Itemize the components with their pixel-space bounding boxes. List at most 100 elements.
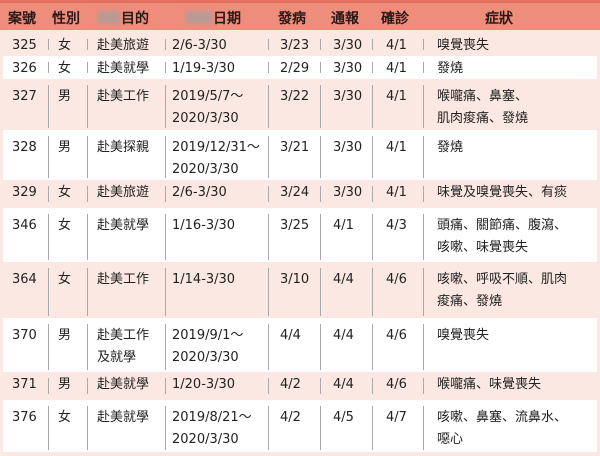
cell-reported: 4/4 [333, 377, 354, 392]
cell-sex: 男 [58, 140, 72, 155]
column-divider [48, 136, 49, 178]
column-divider [423, 85, 424, 128]
column-divider [423, 324, 424, 370]
column-divider [165, 186, 166, 202]
cell-case: 370 [12, 328, 37, 343]
column-divider [423, 268, 424, 316]
column-divider [423, 39, 424, 50]
cell-reported: 3/30 [333, 38, 363, 53]
column-divider [372, 136, 373, 178]
cell-reported: 3/30 [333, 185, 363, 200]
column-divider [372, 214, 373, 260]
cell-onset: 4/4 [280, 328, 301, 343]
column-divider [320, 39, 321, 50]
column-divider [372, 186, 373, 202]
column-divider [268, 85, 269, 128]
cell-confirmed: 4/7 [386, 410, 407, 425]
header-sex: 性別 [52, 11, 80, 27]
cell-onset: 2/29 [280, 61, 310, 76]
cell-purpose: 赴美旅遊 [97, 38, 150, 53]
column-divider [268, 39, 269, 50]
header-symptoms: 症狀 [485, 11, 513, 27]
column-divider [268, 62, 269, 73]
cell-reported: 3/30 [333, 140, 363, 155]
cell-purpose: 赴美工作 [97, 89, 150, 104]
cell-reported: 4/4 [333, 272, 354, 287]
header-dates-label: 日期 [213, 11, 241, 27]
column-divider [423, 214, 424, 260]
column-divider [87, 186, 88, 202]
column-divider [87, 39, 88, 50]
column-divider [372, 324, 373, 370]
header-onset: 發病 [278, 11, 306, 27]
cell-confirmed: 4/6 [386, 328, 407, 343]
column-divider [320, 62, 321, 73]
cell-symptoms: 嗅覺喪失 [437, 328, 490, 343]
column-divider [165, 39, 166, 50]
column-divider [165, 85, 166, 128]
cell-confirmed: 4/1 [386, 38, 407, 53]
cell-confirmed: 4/1 [386, 89, 407, 104]
column-divider [268, 214, 269, 260]
cell-sex: 男 [58, 328, 72, 343]
header-reported: 通報 [331, 11, 359, 27]
cell-symptoms: 發燒 [437, 140, 464, 155]
column-divider [423, 62, 424, 73]
table-row: 328 男 赴美探親 2019/12/31～ 2020/3/30 3/21 3/30 4/1… [3, 130, 597, 180]
column-divider [423, 406, 424, 450]
cell-sex: 男 [58, 89, 72, 104]
cell-onset: 4/2 [280, 377, 301, 392]
cell-sex: 女 [58, 38, 72, 53]
redacted-blur [98, 11, 120, 24]
table-row: 327 男 赴美工作 2019/5/7～ 2020/3/30 3/22 3/30 4/1 喉嚨… [0, 79, 600, 130]
cell-onset: 3/25 [280, 218, 310, 233]
column-divider [320, 85, 321, 128]
cell-confirmed: 4/3 [386, 218, 407, 233]
column-divider [87, 214, 88, 260]
cell-confirmed: 4/1 [386, 61, 407, 76]
cell-case: 325 [12, 38, 37, 53]
column-divider [48, 324, 49, 370]
column-divider [268, 378, 269, 394]
column-divider [320, 378, 321, 394]
cell-reported: 4/5 [333, 410, 354, 425]
column-divider [423, 378, 424, 394]
table-row: 325 女 赴美旅遊 2/6-3/30 3/23 3/30 4/1 嗅覺喪失 [0, 33, 600, 56]
column-divider [320, 186, 321, 202]
header-dates: 日期 [186, 8, 241, 28]
cell-symptoms: 嗅覺喪失 [437, 38, 490, 53]
header-confirmed: 確診 [381, 11, 409, 27]
cell-symptoms: 喉嚨痛、鼻塞、 肌肉痠痛、發燒 [437, 89, 529, 126]
column-divider [268, 324, 269, 370]
table-header: 案號 性別 目的 日期 發病 通報 確診 症狀 [0, 0, 600, 30]
cell-purpose: 赴美工作 [97, 272, 150, 287]
table-row: 346 女 赴美就學 1/16-3/30 3/25 4/1 4/3 頭痛、關節痛、腹瀉、 咳嗽… [3, 208, 597, 262]
cell-case: 376 [12, 410, 37, 425]
column-divider [48, 85, 49, 128]
cell-dates: 1/19-3/30 [172, 61, 236, 76]
column-divider [87, 268, 88, 316]
column-divider [165, 136, 166, 178]
cell-symptoms: 頭痛、關節痛、腹瀉、 咳嗽、味覺喪失 [437, 218, 568, 255]
cell-sex: 女 [58, 61, 72, 76]
column-divider [87, 406, 88, 450]
cell-dates: 1/14-3/30 [172, 272, 236, 287]
column-divider [165, 214, 166, 260]
cell-case: 371 [12, 377, 37, 392]
cell-case: 328 [12, 140, 37, 155]
cell-symptoms: 味覺及嗅覺喪失、有痰 [437, 185, 568, 200]
cell-onset: 4/2 [280, 410, 301, 425]
cell-purpose: 赴美就學 [97, 61, 150, 76]
column-divider [48, 378, 49, 394]
table-row: 376 女 赴美就學 2019/8/21～ 2020/3/30 4/2 4/5 4/7 咳嗽、… [3, 400, 597, 452]
column-divider [372, 406, 373, 450]
column-divider [87, 62, 88, 73]
column-divider [423, 136, 424, 178]
cell-confirmed: 4/6 [386, 377, 407, 392]
column-divider [87, 378, 88, 394]
cell-reported: 3/30 [333, 89, 363, 104]
cell-confirmed: 4/1 [386, 140, 407, 155]
table-row: 329 女 赴美旅遊 2/6-3/30 3/24 3/30 4/1 味覺及嗅覺喪失、有痰 [0, 180, 600, 208]
column-divider [165, 406, 166, 450]
cell-reported: 3/30 [333, 61, 363, 76]
